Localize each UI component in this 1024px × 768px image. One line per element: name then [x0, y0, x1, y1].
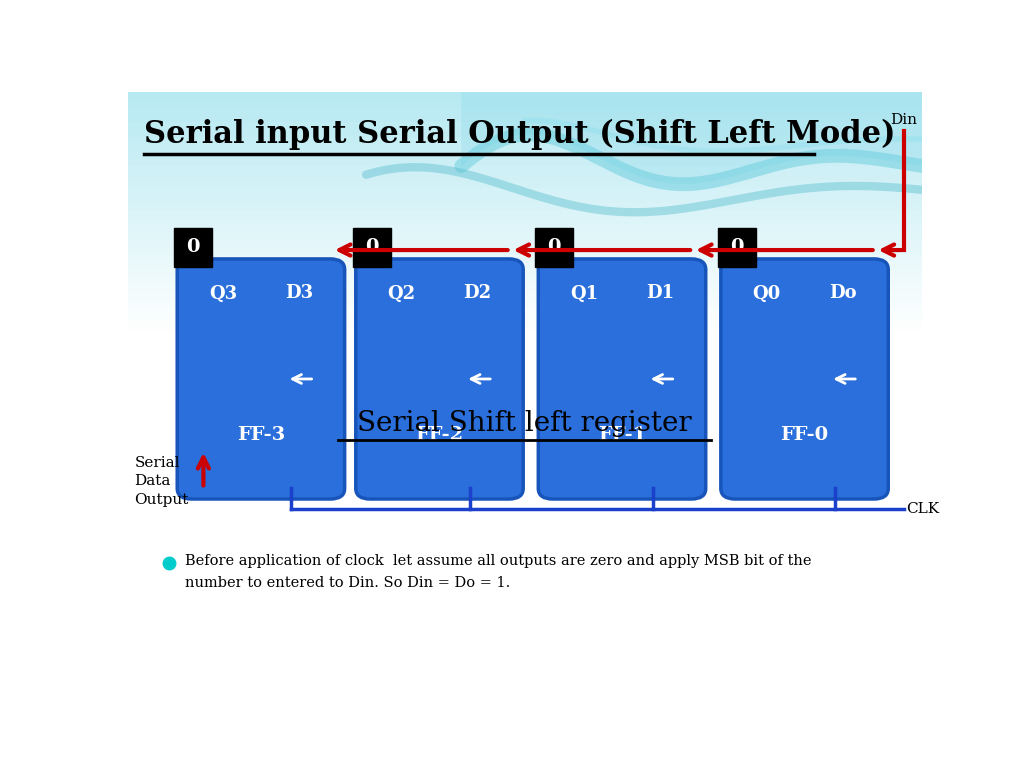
Bar	[128, 262, 922, 270]
Bar	[128, 233, 922, 240]
Bar	[128, 188, 922, 196]
Bar	[128, 203, 922, 210]
Bar	[128, 174, 922, 181]
Text: Serial Shift left register: Serial Shift left register	[357, 410, 692, 437]
Bar	[128, 277, 922, 284]
Text: D3: D3	[285, 284, 313, 303]
Bar	[128, 159, 922, 166]
Text: Before application of clock  let assume all outputs are zero and apply MSB bit o: Before application of clock let assume a…	[185, 554, 812, 568]
Bar	[128, 107, 922, 114]
Bar	[128, 92, 922, 100]
Bar	[174, 228, 212, 266]
Bar	[128, 210, 922, 218]
Bar	[128, 247, 922, 255]
Text: 0: 0	[548, 238, 561, 257]
Bar	[128, 151, 922, 159]
Text: Serial
Data
Output: Serial Data Output	[134, 456, 188, 507]
Text: 0: 0	[186, 238, 200, 257]
FancyBboxPatch shape	[177, 259, 345, 499]
Bar	[128, 284, 922, 292]
Text: FF-2: FF-2	[416, 426, 464, 444]
Bar	[128, 181, 922, 188]
Bar	[128, 300, 922, 306]
FancyBboxPatch shape	[355, 259, 523, 499]
Bar	[128, 166, 922, 174]
Bar	[128, 129, 922, 137]
Text: Do: Do	[828, 284, 856, 303]
Bar	[128, 306, 922, 314]
Text: Q2: Q2	[387, 284, 416, 303]
Text: Q3: Q3	[209, 284, 238, 303]
Bar	[128, 255, 922, 262]
Text: FF-3: FF-3	[237, 426, 285, 444]
Text: Q0: Q0	[753, 284, 781, 303]
Text: D1: D1	[646, 284, 674, 303]
Bar	[128, 292, 922, 299]
Bar	[128, 100, 922, 107]
Text: 0: 0	[365, 238, 379, 257]
Bar	[718, 228, 756, 266]
FancyBboxPatch shape	[539, 259, 706, 499]
Bar	[128, 122, 922, 129]
Bar	[128, 114, 922, 121]
Text: FF-0: FF-0	[780, 426, 828, 444]
Text: FF-1: FF-1	[598, 426, 646, 444]
Bar	[536, 228, 573, 266]
Bar	[128, 196, 922, 203]
Bar	[128, 144, 922, 151]
Bar	[352, 228, 391, 266]
Text: 0: 0	[730, 238, 743, 257]
Text: number to entered to Din. So Din = Do = 1.: number to entered to Din. So Din = Do = …	[185, 576, 510, 590]
Text: Q1: Q1	[570, 284, 598, 303]
Bar	[128, 240, 922, 247]
Bar	[128, 314, 922, 321]
Text: Serial input Serial Output (Shift Left Mode): Serial input Serial Output (Shift Left M…	[143, 119, 895, 150]
Bar	[128, 225, 922, 233]
Bar	[128, 321, 922, 329]
Text: Din: Din	[891, 113, 918, 127]
Text: CLK: CLK	[906, 502, 940, 516]
Bar	[128, 218, 922, 225]
Bar	[128, 137, 922, 144]
Polygon shape	[461, 63, 962, 184]
Bar	[128, 270, 922, 277]
FancyBboxPatch shape	[721, 259, 888, 499]
Text: D2: D2	[463, 284, 492, 303]
